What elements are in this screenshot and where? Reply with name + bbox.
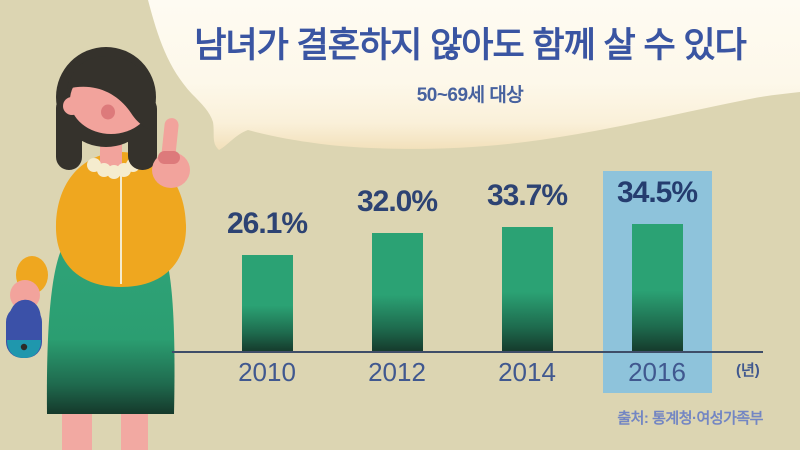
bar-2012 bbox=[371, 233, 423, 352]
speech-bubble bbox=[148, 0, 800, 150]
skirt bbox=[46, 248, 175, 414]
bar-2014 bbox=[501, 227, 553, 352]
value-label-2016: 34.5% bbox=[616, 176, 698, 209]
speech-bubble-shape bbox=[148, 0, 800, 150]
year-label-2014: 2014 bbox=[498, 357, 556, 387]
value-label-2014: 33.7% bbox=[486, 179, 568, 212]
year-label-2016: 2016 bbox=[628, 357, 686, 387]
pointing-hand bbox=[152, 118, 190, 188]
year-label-2010: 2010 bbox=[238, 357, 296, 387]
hair-bangs bbox=[67, 55, 156, 131]
chart-subtitle: 50~69세 대상 bbox=[416, 85, 524, 106]
bar-2016 bbox=[631, 224, 683, 352]
source-note: 출처: 통계청·여성가족부 bbox=[617, 410, 763, 427]
woman-illustration bbox=[6, 47, 190, 450]
value-label-2012: 32.0% bbox=[356, 185, 438, 218]
x-axis-unit-label: (년) bbox=[736, 362, 760, 379]
handbag-clasp bbox=[20, 343, 28, 351]
value-label-2010: 26.1% bbox=[226, 207, 308, 240]
x-axis-line bbox=[172, 351, 763, 353]
chart-title: 남녀가 결혼하지 않아도 함께 살 수 있다 bbox=[194, 26, 747, 65]
mouth bbox=[101, 104, 115, 120]
bar-2010 bbox=[241, 255, 293, 352]
year-label-2012: 2012 bbox=[368, 357, 426, 387]
header: 남녀가 결혼하지 않아도 함께 살 수 있다 50~69세 대상 bbox=[150, 0, 790, 107]
